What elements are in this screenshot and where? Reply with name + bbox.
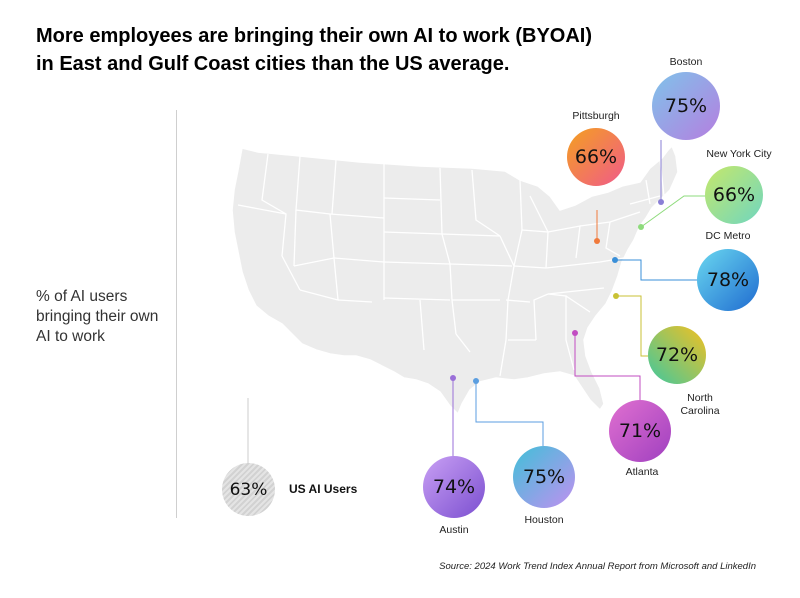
bubble-austin bbox=[423, 456, 485, 518]
value-nyc: 66% bbox=[712, 184, 756, 206]
us-average-label: US AI Users bbox=[289, 482, 358, 496]
label-nc: North Carolina bbox=[670, 392, 730, 418]
label-nyc: New York City bbox=[706, 148, 772, 160]
label-atlanta: Atlanta bbox=[625, 466, 659, 478]
label-pittsburgh: Pittsburgh bbox=[572, 110, 620, 122]
title-line-1: More employees are bringing their own AI… bbox=[36, 25, 592, 47]
bubble-houston bbox=[513, 446, 575, 508]
chart-title: More employees are bringing their own AI… bbox=[36, 22, 676, 78]
value-austin: 74% bbox=[432, 476, 476, 498]
value-nc: 72% bbox=[655, 344, 699, 366]
bubble-nyc bbox=[705, 166, 763, 224]
bubble-nc bbox=[648, 326, 706, 384]
title-line-2: in East and Gulf Coast cities than the U… bbox=[36, 53, 510, 75]
label-nc-line2: Carolina bbox=[680, 405, 720, 417]
label-dc: DC Metro bbox=[705, 230, 751, 242]
pin-austin bbox=[450, 375, 456, 381]
label-austin: Austin bbox=[439, 524, 469, 536]
leader-lines bbox=[247, 140, 706, 464]
pin-houston bbox=[473, 378, 479, 384]
metric-description: % of AI users bringing their own AI to w… bbox=[36, 288, 159, 345]
value-boston: 75% bbox=[664, 95, 708, 117]
us-outline bbox=[231, 144, 679, 416]
value-pittsburgh: 66% bbox=[574, 146, 618, 168]
bubble-boston bbox=[652, 72, 720, 140]
bubble-pittsburgh bbox=[567, 128, 625, 186]
value-dc: 78% bbox=[706, 269, 750, 291]
source-note: Source: 2024 Work Trend Index Annual Rep… bbox=[439, 561, 756, 572]
pin-nc bbox=[613, 293, 619, 299]
pin-pittsburgh bbox=[594, 238, 600, 244]
label-houston: Houston bbox=[524, 514, 564, 526]
pin-boston bbox=[658, 199, 664, 205]
pin-dc bbox=[612, 257, 618, 263]
pin-nyc bbox=[638, 224, 644, 230]
label-boston: Boston bbox=[669, 56, 703, 68]
label-nc-line1: North bbox=[687, 392, 713, 404]
value-houston: 75% bbox=[522, 466, 566, 488]
bubble-dc bbox=[697, 249, 759, 311]
state-borders bbox=[237, 153, 665, 377]
divider-line bbox=[176, 110, 177, 518]
bubble-atlanta bbox=[609, 400, 671, 462]
value-atlanta: 71% bbox=[618, 420, 662, 442]
pin-atlanta bbox=[572, 330, 578, 336]
us-average-bubble: 63% bbox=[222, 463, 275, 516]
